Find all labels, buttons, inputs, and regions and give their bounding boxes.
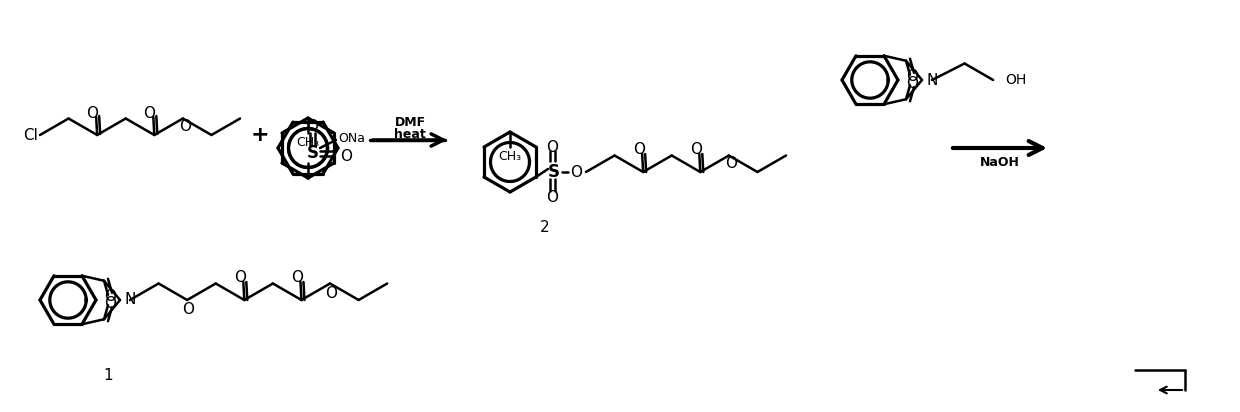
- Text: O: O: [340, 148, 352, 164]
- Text: O: O: [104, 296, 117, 311]
- Text: O: O: [325, 286, 337, 301]
- Text: S: S: [548, 163, 560, 181]
- Text: S: S: [308, 144, 319, 162]
- Text: O: O: [306, 119, 317, 133]
- Text: N: N: [125, 293, 136, 307]
- Text: O: O: [291, 271, 304, 286]
- Text: O: O: [634, 143, 645, 157]
- Text: Cl: Cl: [24, 127, 38, 143]
- Text: 2: 2: [541, 220, 549, 234]
- Text: +: +: [250, 125, 269, 145]
- Text: O: O: [86, 105, 98, 120]
- Text: OH: OH: [1006, 73, 1027, 87]
- Text: O: O: [725, 156, 737, 171]
- Text: ONa: ONa: [339, 131, 365, 145]
- Text: O: O: [546, 140, 558, 154]
- Text: O: O: [144, 105, 155, 120]
- Text: O: O: [906, 69, 918, 84]
- Text: O: O: [906, 76, 918, 91]
- Text: O: O: [182, 302, 195, 318]
- Text: 1: 1: [103, 368, 113, 382]
- Text: O: O: [179, 119, 191, 134]
- Text: CH₃: CH₃: [498, 150, 522, 162]
- Text: NaOH: NaOH: [980, 155, 1021, 169]
- Text: O: O: [546, 190, 558, 204]
- Text: DMF: DMF: [394, 115, 425, 129]
- Text: O: O: [691, 143, 702, 157]
- Text: O: O: [234, 271, 247, 286]
- Text: O: O: [104, 289, 117, 304]
- Text: N: N: [928, 73, 939, 87]
- Text: CH₃: CH₃: [296, 136, 320, 148]
- Text: O: O: [570, 164, 582, 180]
- Text: heat: heat: [394, 127, 425, 140]
